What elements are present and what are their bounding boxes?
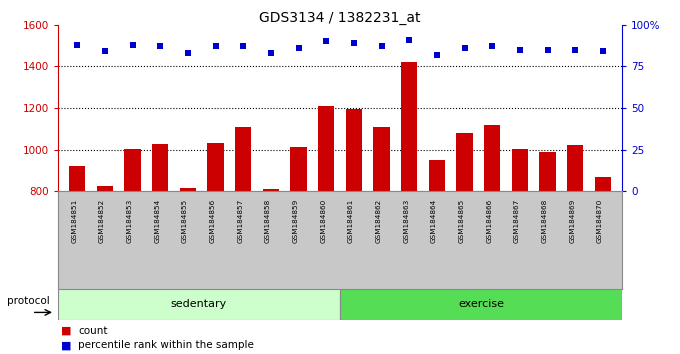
Text: GSM184852: GSM184852 bbox=[99, 199, 105, 243]
Bar bbox=[567, 145, 583, 191]
Text: percentile rank within the sample: percentile rank within the sample bbox=[78, 340, 254, 350]
Bar bbox=[539, 152, 556, 191]
Text: GSM184866: GSM184866 bbox=[486, 199, 492, 243]
Bar bbox=[511, 149, 528, 191]
Text: GSM184861: GSM184861 bbox=[348, 199, 354, 243]
Text: GSM184855: GSM184855 bbox=[182, 199, 188, 243]
Text: GSM184862: GSM184862 bbox=[375, 199, 381, 243]
Bar bbox=[594, 177, 611, 191]
Bar bbox=[318, 106, 335, 191]
Text: GSM184860: GSM184860 bbox=[320, 199, 326, 243]
Bar bbox=[428, 160, 445, 191]
Text: GSM184859: GSM184859 bbox=[292, 199, 299, 243]
Bar bbox=[152, 144, 169, 191]
Text: GSM184858: GSM184858 bbox=[265, 199, 271, 243]
Bar bbox=[69, 166, 86, 191]
Text: GSM184867: GSM184867 bbox=[514, 199, 520, 243]
Text: GSM184864: GSM184864 bbox=[431, 199, 437, 243]
Text: GSM184870: GSM184870 bbox=[597, 199, 603, 243]
Text: ■: ■ bbox=[61, 326, 71, 336]
Bar bbox=[180, 188, 196, 191]
Text: GSM184853: GSM184853 bbox=[126, 199, 133, 243]
Text: exercise: exercise bbox=[458, 299, 504, 309]
Bar bbox=[290, 148, 307, 191]
Bar bbox=[58, 289, 340, 320]
Bar bbox=[207, 143, 224, 191]
Bar bbox=[340, 289, 622, 320]
Bar bbox=[97, 186, 113, 191]
Bar bbox=[124, 149, 141, 191]
Text: GSM184869: GSM184869 bbox=[569, 199, 575, 243]
Bar bbox=[456, 133, 473, 191]
Text: GSM184863: GSM184863 bbox=[403, 199, 409, 243]
Text: GSM184868: GSM184868 bbox=[541, 199, 547, 243]
Bar bbox=[235, 127, 252, 191]
Text: GSM184865: GSM184865 bbox=[458, 199, 464, 243]
Bar bbox=[262, 189, 279, 191]
Text: GSM184857: GSM184857 bbox=[237, 199, 243, 243]
Text: protocol: protocol bbox=[7, 296, 50, 306]
Text: count: count bbox=[78, 326, 107, 336]
Text: GSM184856: GSM184856 bbox=[209, 199, 216, 243]
Text: GSM184851: GSM184851 bbox=[71, 199, 77, 243]
Text: sedentary: sedentary bbox=[171, 299, 227, 309]
Text: ■: ■ bbox=[61, 340, 71, 350]
Bar bbox=[401, 62, 418, 191]
Text: GSM184854: GSM184854 bbox=[154, 199, 160, 243]
Bar bbox=[373, 127, 390, 191]
Bar bbox=[484, 125, 500, 191]
Text: GDS3134 / 1382231_at: GDS3134 / 1382231_at bbox=[259, 11, 421, 25]
Bar bbox=[345, 109, 362, 191]
